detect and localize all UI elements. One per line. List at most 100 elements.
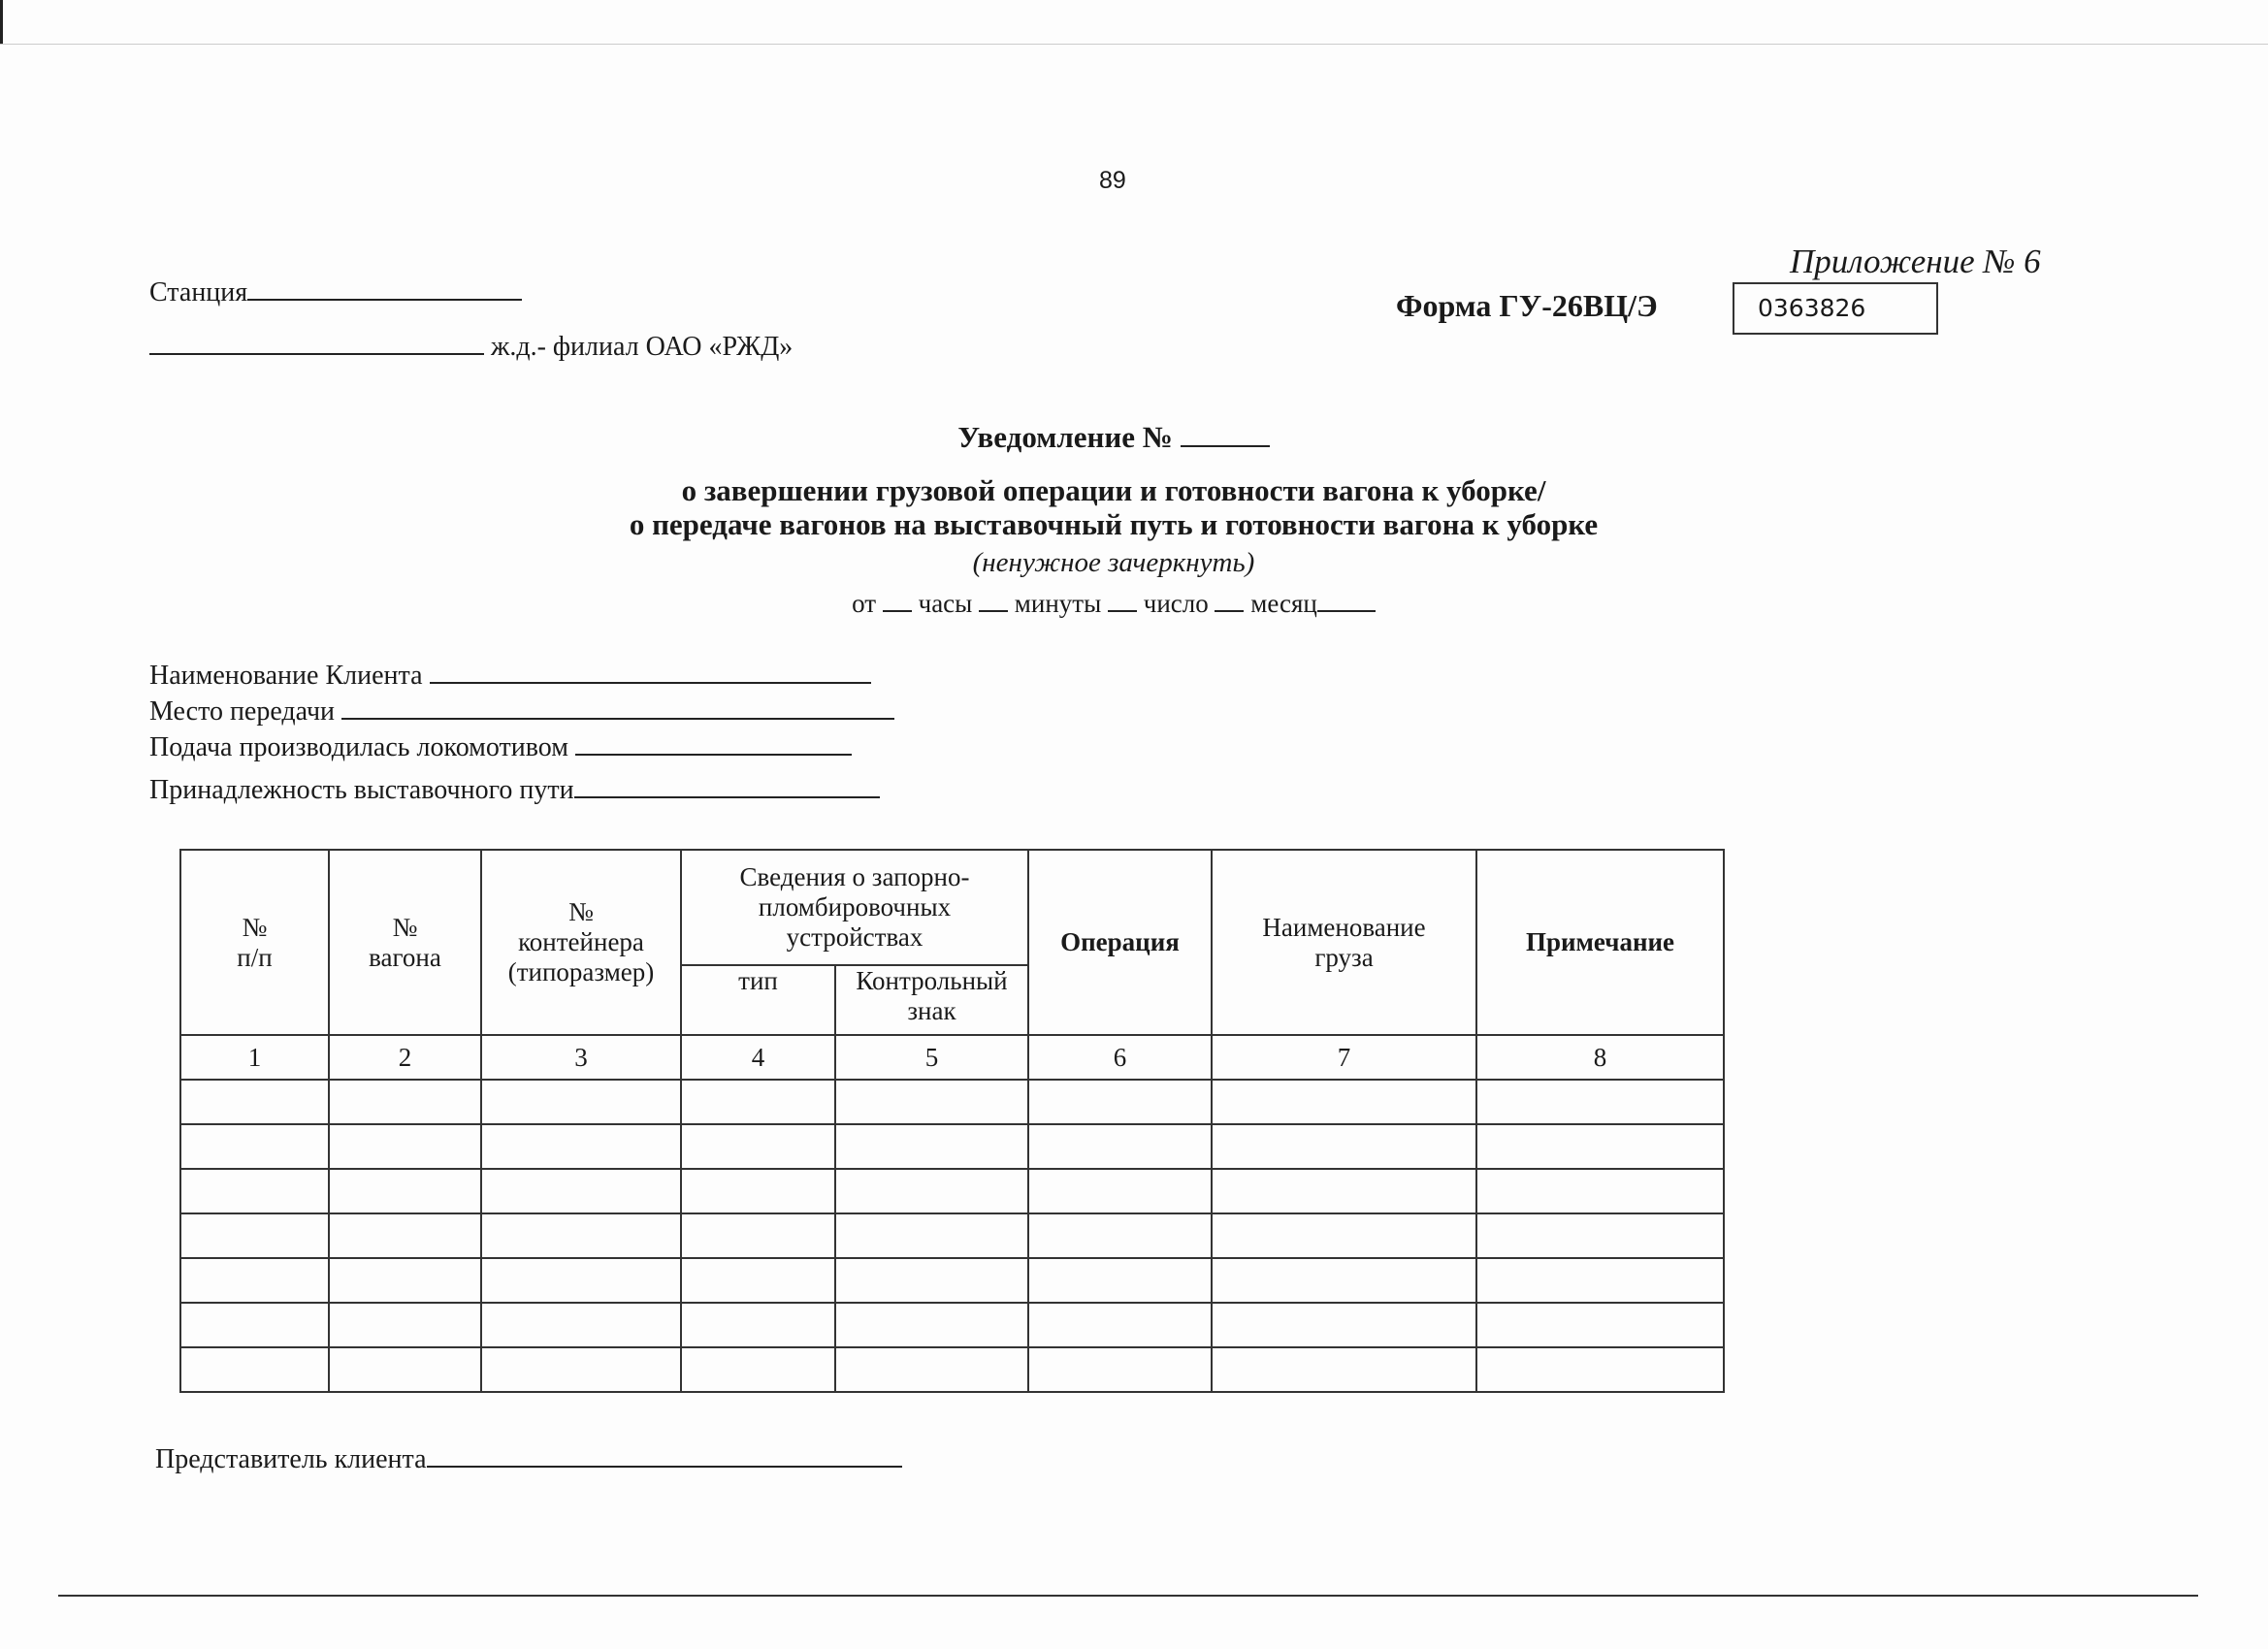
- column-number: 6: [1027, 1034, 1213, 1081]
- representative-field: Представитель клиента: [155, 1442, 902, 1475]
- table-cell[interactable]: [480, 1079, 682, 1125]
- table-cell[interactable]: [1211, 1346, 1477, 1393]
- table-cell[interactable]: [1027, 1346, 1213, 1393]
- notice-number-blank[interactable]: [1180, 422, 1270, 447]
- table-cell[interactable]: [328, 1302, 482, 1348]
- table-cell[interactable]: [1211, 1079, 1477, 1125]
- station-label: Станция: [149, 277, 248, 307]
- client-name-blank[interactable]: [429, 659, 871, 684]
- header-seals: Сведения о запорно- пломбировочных устро…: [680, 849, 1029, 966]
- table-cell[interactable]: [1475, 1346, 1725, 1393]
- table-cell[interactable]: [1027, 1212, 1213, 1259]
- table-cell[interactable]: [328, 1168, 482, 1214]
- table-cell[interactable]: [328, 1123, 482, 1170]
- table-cell[interactable]: [834, 1212, 1029, 1259]
- table-cell[interactable]: [179, 1257, 330, 1304]
- table-cell[interactable]: [834, 1123, 1029, 1170]
- table-cell[interactable]: [480, 1123, 682, 1170]
- table-row: [179, 1212, 1725, 1259]
- column-number: 7: [1211, 1034, 1477, 1081]
- table-cell[interactable]: [680, 1212, 836, 1259]
- column-number: 4: [680, 1034, 836, 1081]
- table-cell[interactable]: [834, 1168, 1029, 1214]
- month-blank[interactable]: [1215, 587, 1245, 612]
- column-number-row: 1 2 3 4 5 6 7 8: [179, 1034, 1725, 1081]
- table-cell[interactable]: [680, 1079, 836, 1125]
- table-cell[interactable]: [179, 1212, 330, 1259]
- scan-edge-mark: [0, 0, 3, 44]
- header-cargo: Наименование груза: [1211, 849, 1477, 1036]
- track-ownership-blank[interactable]: [573, 773, 880, 798]
- hours-blank[interactable]: [882, 587, 912, 612]
- table-cell[interactable]: [680, 1257, 836, 1304]
- column-number: 2: [328, 1034, 482, 1081]
- minutes-blank[interactable]: [979, 587, 1009, 612]
- table-cell[interactable]: [179, 1079, 330, 1125]
- table-cell[interactable]: [328, 1257, 482, 1304]
- table-cell[interactable]: [179, 1123, 330, 1170]
- table-cell[interactable]: [179, 1168, 330, 1214]
- datetime-line: от часы минуты число месяц: [0, 587, 2227, 619]
- table-cell[interactable]: [1027, 1302, 1213, 1348]
- railway-blank[interactable]: [149, 330, 484, 355]
- table-row: [179, 1302, 1725, 1348]
- form-number: 0363826: [1758, 294, 1866, 322]
- field-transfer-place: Место передачи: [149, 695, 895, 728]
- railway-label: ж.д.- филиал ОАО «РЖД»: [491, 332, 794, 362]
- station-blank[interactable]: [247, 275, 523, 301]
- header-note: Примечание: [1475, 849, 1725, 1036]
- scan-top-line: [0, 44, 2268, 45]
- table-cell[interactable]: [834, 1346, 1029, 1393]
- table-cell[interactable]: [1211, 1123, 1477, 1170]
- table-cell[interactable]: [1211, 1257, 1477, 1304]
- table-cell[interactable]: [328, 1079, 482, 1125]
- table-cell[interactable]: [480, 1168, 682, 1214]
- wagons-table: № п/п № вагона № контейнера (типоразмер)…: [179, 849, 1725, 1393]
- table-cell[interactable]: [680, 1302, 836, 1348]
- table-cell[interactable]: [834, 1257, 1029, 1304]
- representative-blank[interactable]: [426, 1442, 902, 1468]
- title-line-3: о передаче вагонов на выставочный путь и…: [629, 507, 1599, 541]
- strike-note: (ненужное зачеркнуть): [972, 547, 1255, 578]
- table-cell[interactable]: [480, 1346, 682, 1393]
- day-blank[interactable]: [1107, 587, 1137, 612]
- table-cell[interactable]: [179, 1346, 330, 1393]
- table-cell[interactable]: [480, 1257, 682, 1304]
- transfer-place-blank[interactable]: [341, 695, 895, 720]
- table-cell[interactable]: [1475, 1212, 1725, 1259]
- table-cell[interactable]: [1475, 1168, 1725, 1214]
- table-cell[interactable]: [328, 1212, 482, 1259]
- table-cell[interactable]: [1027, 1123, 1213, 1170]
- table-cell[interactable]: [480, 1212, 682, 1259]
- table-cell[interactable]: [1211, 1168, 1477, 1214]
- table-cell[interactable]: [328, 1346, 482, 1393]
- header-num: № п/п: [179, 849, 330, 1036]
- bottom-divider: [58, 1595, 2198, 1597]
- table-cell[interactable]: [1475, 1079, 1725, 1125]
- month-value-blank[interactable]: [1316, 587, 1376, 612]
- table-cell[interactable]: [834, 1079, 1029, 1125]
- table-cell[interactable]: [1027, 1257, 1213, 1304]
- table-cell[interactable]: [680, 1123, 836, 1170]
- table-row: [179, 1168, 1725, 1214]
- table-cell[interactable]: [680, 1346, 836, 1393]
- column-number: 5: [834, 1034, 1029, 1081]
- field-track-ownership: Принадлежность выставочного пути: [149, 773, 880, 806]
- table-cell[interactable]: [1475, 1123, 1725, 1170]
- table-cell[interactable]: [179, 1302, 330, 1348]
- table-cell[interactable]: [480, 1302, 682, 1348]
- table-row: [179, 1123, 1725, 1170]
- table-cell[interactable]: [1475, 1302, 1725, 1348]
- railway-field: ж.д.- филиал ОАО «РЖД»: [149, 330, 793, 363]
- table-cell[interactable]: [680, 1168, 836, 1214]
- table-cell[interactable]: [1027, 1079, 1213, 1125]
- table-cell[interactable]: [1027, 1168, 1213, 1214]
- table-cell[interactable]: [1211, 1302, 1477, 1348]
- table-cell[interactable]: [1475, 1257, 1725, 1304]
- column-number: 3: [480, 1034, 682, 1081]
- header-wagon: № вагона: [328, 849, 482, 1036]
- field-locomotive: Подача производилась локомотивом: [149, 730, 852, 763]
- table-cell[interactable]: [1211, 1212, 1477, 1259]
- locomotive-blank[interactable]: [574, 730, 852, 756]
- table-cell[interactable]: [834, 1302, 1029, 1348]
